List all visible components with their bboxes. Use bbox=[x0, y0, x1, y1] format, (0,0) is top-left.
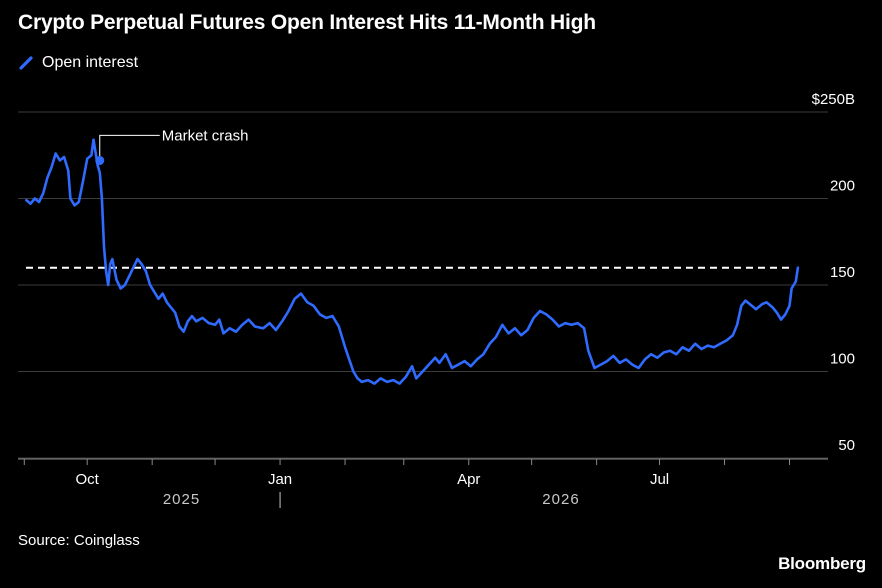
legend-label: Open interest bbox=[42, 54, 139, 71]
x-tick-label: Oct bbox=[76, 471, 100, 488]
y-tick-label: 200 bbox=[830, 178, 855, 195]
bloomberg-logo: Bloomberg bbox=[778, 554, 866, 573]
y-tick-label: 100 bbox=[830, 351, 855, 368]
annotation-layer: Market crash bbox=[95, 127, 248, 165]
annotation-marker bbox=[95, 155, 105, 165]
slash-line-icon bbox=[19, 56, 33, 70]
tick-labels: 50 100 150 200 $250B Oct Jan Apr Jul 2025 2026 bbox=[76, 91, 855, 508]
x-axis bbox=[18, 458, 828, 508]
chart-title: Crypto Perpetual Futures Open Interest H… bbox=[18, 11, 596, 34]
x-tick-label: Apr bbox=[457, 471, 480, 488]
y-tick-label: $250B bbox=[812, 91, 855, 108]
series-layer bbox=[25, 138, 800, 385]
legend: Open interest bbox=[18, 54, 138, 72]
annotation-label: Market crash bbox=[162, 127, 249, 144]
x-tick-label: Jan bbox=[268, 471, 292, 488]
x-year-label: 2025 bbox=[163, 491, 200, 508]
x-year-label: 2026 bbox=[542, 491, 579, 508]
grid-lines bbox=[18, 111, 828, 459]
y-tick-label: 150 bbox=[830, 264, 855, 281]
annotation-leader bbox=[99, 134, 160, 161]
series-line-open-interest bbox=[25, 138, 800, 385]
source-note: Source: Coinglass bbox=[18, 532, 140, 549]
y-tick-label: 50 bbox=[838, 437, 855, 454]
x-tick-label: Jul bbox=[650, 471, 669, 488]
